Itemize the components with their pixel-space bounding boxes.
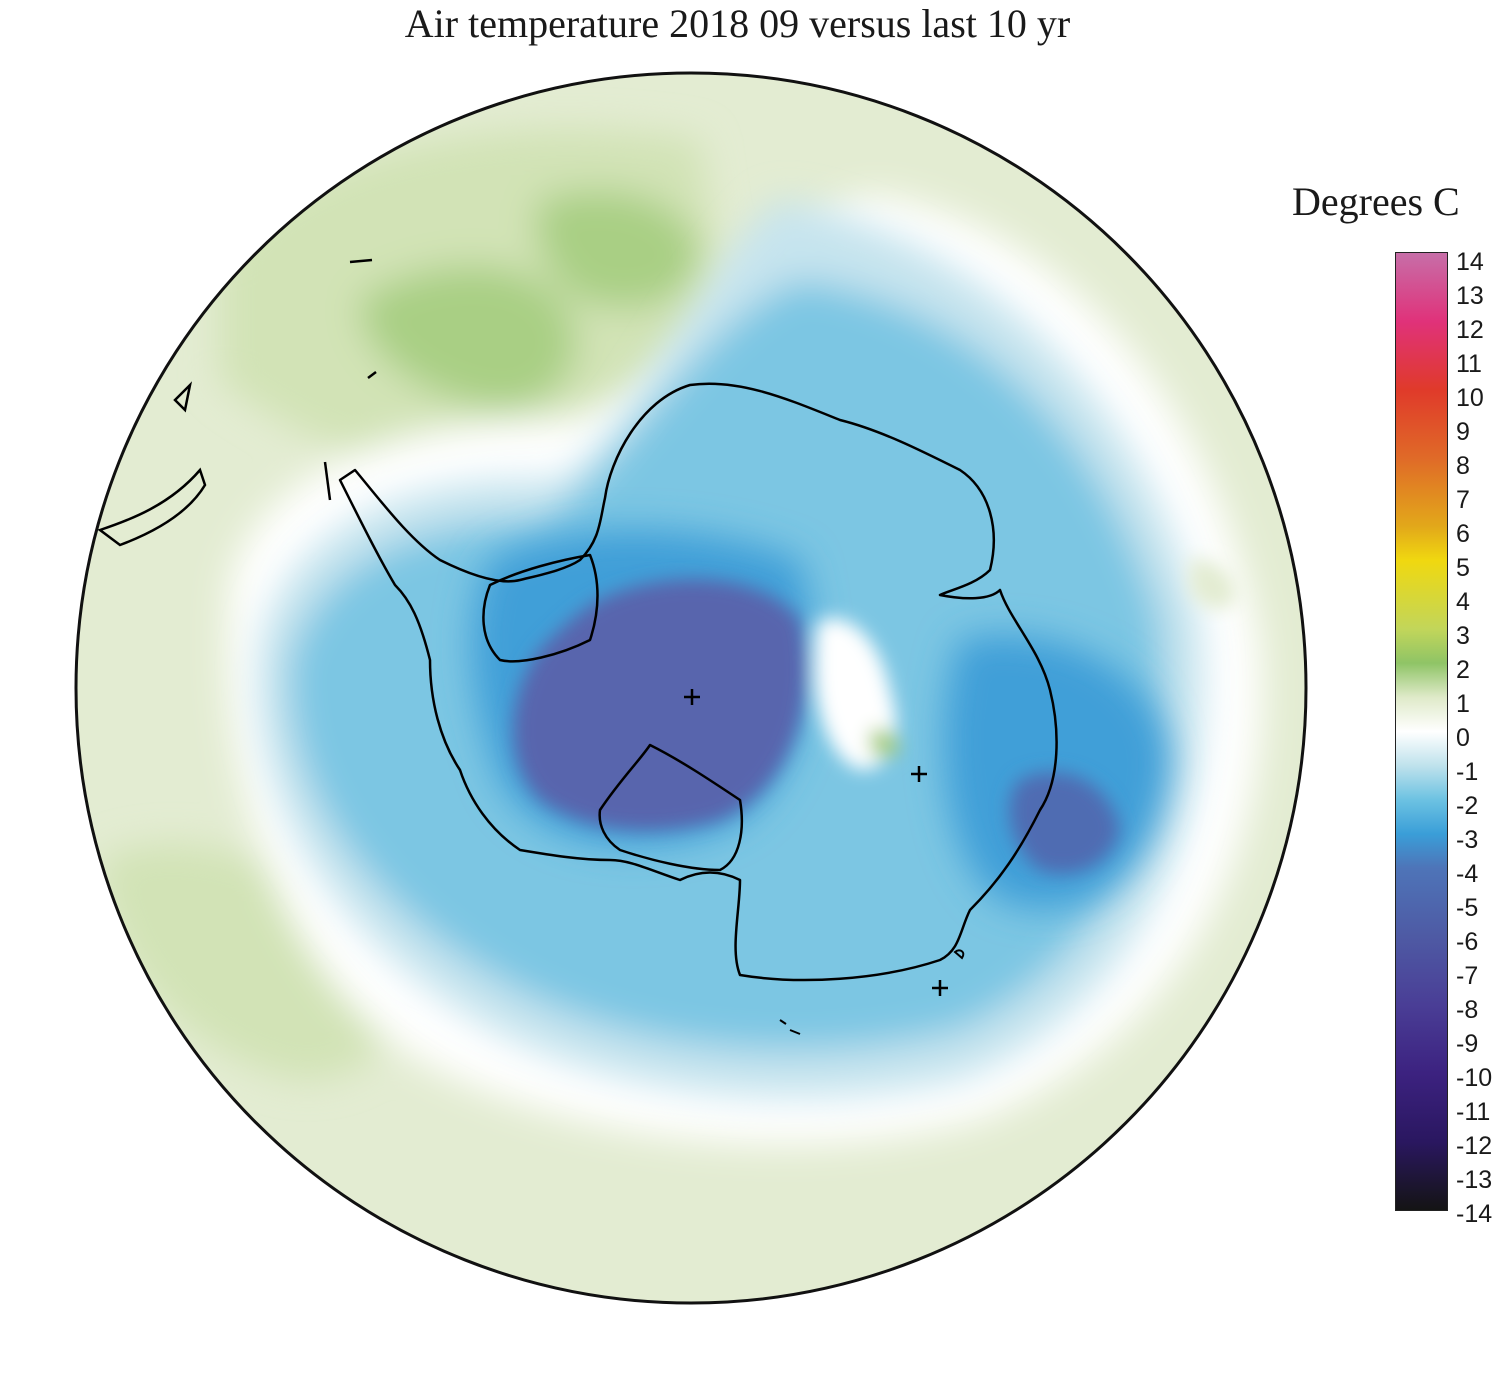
colorbar-tick-labels: 14 13 12 11 10 9 8 7 6 5 4 3 2 1 0 -1 -2 -3 -4 -5 -6 -7 -8 -9 -1…	[1456, 0, 1500, 1375]
map-boundary	[74, 71, 1308, 1305]
map-title: Air temperature 2018 09 versus last 10 y…	[404, 1, 1071, 46]
colorbar-tick-label: -9	[1456, 1030, 1479, 1058]
colorbar-tick-label: -12	[1456, 1132, 1493, 1160]
colorbar-tick-label: -13	[1456, 1166, 1493, 1194]
colorbar-tick-label: 9	[1456, 418, 1470, 446]
small-islands	[779, 949, 965, 1035]
colorbar-tick-label: -14	[1456, 1200, 1493, 1228]
colorbar-tick-label: -2	[1456, 792, 1479, 820]
colorbar	[1395, 252, 1448, 1211]
colorbar-tick-label: 1	[1456, 690, 1470, 718]
south-america-coastline	[97, 258, 377, 547]
colorbar-tick-label: 10	[1456, 384, 1484, 412]
colorbar-tick-label: -8	[1456, 996, 1479, 1024]
station-marker	[911, 766, 927, 782]
colorbar-tick-label: 8	[1456, 452, 1470, 480]
colorbar-tick-label: 4	[1456, 588, 1470, 616]
colorbar-tick-label: -3	[1456, 826, 1479, 854]
colorbar-tick-label: 6	[1456, 520, 1470, 548]
station-markers	[684, 689, 948, 996]
pole-marker	[684, 689, 700, 705]
colorbar-tick-label: -4	[1456, 860, 1479, 888]
colorbar-tick-label: 7	[1456, 486, 1470, 514]
colorbar-tick-label: -6	[1456, 928, 1479, 956]
colorbar-tick-label: -7	[1456, 962, 1479, 990]
anomaly-field	[76, 73, 1306, 1303]
colorbar-tick-label: -10	[1456, 1064, 1493, 1092]
colorbar-tick-label: 0	[1456, 724, 1470, 752]
antarctica-coastline	[338, 382, 1058, 982]
colorbar-tick-label: 5	[1456, 554, 1470, 582]
colorbar-tick-label: 2	[1456, 656, 1470, 684]
colorbar-tick-label: -5	[1456, 894, 1479, 922]
colorbar-tick-label: -1	[1456, 758, 1479, 786]
station-marker	[932, 980, 948, 996]
colorbar-tick-label: 3	[1456, 622, 1470, 650]
colorbar-tick-label: 12	[1456, 316, 1484, 344]
colorbar-tick-label: -11	[1456, 1098, 1491, 1126]
colorbar-tick-label: 13	[1456, 282, 1484, 310]
legend-title: Degrees C	[1292, 179, 1460, 224]
colorbar-tick-label: 14	[1456, 248, 1484, 276]
colorbar-tick-label: 11	[1456, 350, 1482, 378]
